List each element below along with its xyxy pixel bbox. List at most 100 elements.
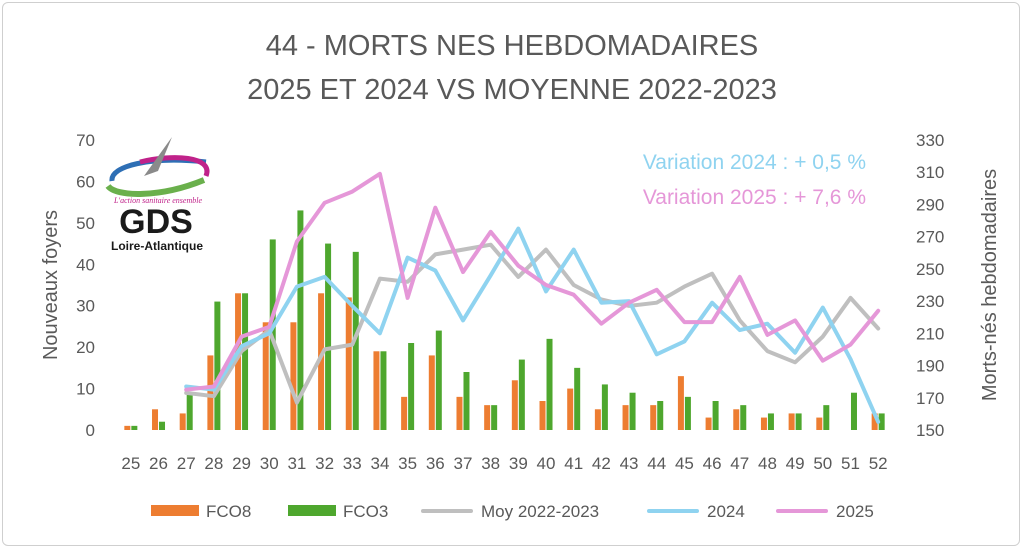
- legend-swatch-fco8: [151, 505, 199, 516]
- bar-fco3: [629, 392, 636, 430]
- bar-fco3: [657, 401, 664, 430]
- x-tick-label: 28: [204, 454, 223, 473]
- bar-fco8: [816, 417, 823, 430]
- legend-label-fco8: FCO8: [206, 502, 251, 521]
- bar-fco3: [491, 405, 498, 430]
- bar-fco3: [795, 413, 802, 430]
- right-axis-ticks: 150 170 190 210 230 250 270 290 310 330: [916, 131, 944, 440]
- chart-title-line1: 44 - MORTS NES HEBDOMADAIRES: [266, 30, 759, 62]
- bar-fco8: [152, 409, 159, 430]
- chart-title-line2: 2025 ET 2024 VS MOYENNE 2022-2023: [247, 74, 777, 106]
- bar-fco3: [740, 405, 747, 430]
- x-tick-label: 39: [509, 454, 528, 473]
- bar-fco8: [318, 293, 325, 430]
- variation-2025-annotation: Variation 2025 : + 7,6 %: [643, 186, 866, 209]
- bar-fco3: [408, 343, 415, 430]
- bar-fco8: [871, 413, 878, 430]
- right-tick-label: 330: [916, 131, 944, 150]
- x-tick-label: 26: [149, 454, 168, 473]
- bar-fco3: [574, 367, 581, 430]
- bar-fco3: [823, 405, 830, 430]
- bar-fco8: [567, 388, 574, 430]
- lines: [184, 171, 881, 424]
- right-axis-label: Morts-nés hebdomadaires: [979, 169, 1001, 401]
- bar-fco8: [262, 322, 269, 430]
- left-tick-label: 20: [76, 338, 95, 357]
- bar-fco3: [242, 293, 249, 430]
- bar-fco8: [594, 409, 601, 430]
- logo-swoosh-magenta: [139, 155, 210, 177]
- x-tick-label: 31: [287, 454, 306, 473]
- left-axis-ticks: 0 10 20 30 40 50 60 70: [76, 131, 95, 440]
- x-tick-label: 44: [647, 454, 666, 473]
- legend-label-2025: 2025: [836, 502, 874, 521]
- bar-fco3: [159, 421, 166, 430]
- bar-fco8: [401, 396, 408, 430]
- bar-fco3: [878, 413, 885, 430]
- x-tick-label: 51: [841, 454, 860, 473]
- x-tick-label: 25: [121, 454, 140, 473]
- x-tick-label: 50: [813, 454, 832, 473]
- left-tick-label: 70: [76, 131, 95, 150]
- bar-fco3: [214, 301, 221, 430]
- left-tick-label: 0: [86, 421, 95, 440]
- x-tick-label: 42: [592, 454, 611, 473]
- right-tick-label: 270: [916, 228, 944, 247]
- legend: FCO8 FCO3 Moy 2022-2023 2024 2025: [151, 502, 874, 521]
- x-tick-label: 47: [730, 454, 749, 473]
- bars: [124, 210, 885, 430]
- bar-fco8: [456, 396, 463, 430]
- bar-fco8: [677, 376, 684, 430]
- bar-fco8: [788, 413, 795, 430]
- x-tick-label: 30: [260, 454, 279, 473]
- logo-swoosh-green: [105, 177, 206, 197]
- right-tick-label: 230: [916, 292, 944, 311]
- x-axis-ticks: 25 26 27 28 29 30 31 32 33 34 35 36 37 38 39 40 41 42 43 44…: [121, 454, 887, 473]
- bar-fco8: [373, 351, 380, 430]
- bar-fco3: [712, 401, 719, 430]
- legend-label-fco3: FCO3: [343, 502, 388, 521]
- bar-fco3: [601, 384, 608, 430]
- x-tick-label: 40: [537, 454, 556, 473]
- bar-fco8: [705, 417, 712, 430]
- right-tick-label: 290: [916, 195, 944, 214]
- bar-fco8: [760, 417, 767, 430]
- legend-label-2024: 2024: [707, 502, 745, 521]
- bar-fco3: [131, 425, 138, 430]
- bar-fco8: [345, 297, 352, 430]
- x-tick-label: 33: [343, 454, 362, 473]
- right-tick-label: 310: [916, 163, 944, 182]
- x-tick-label: 41: [564, 454, 583, 473]
- bar-fco3: [186, 392, 193, 430]
- bar-fco8: [235, 293, 242, 430]
- x-tick-label: 36: [426, 454, 445, 473]
- logo-arrow-icon: [144, 137, 172, 176]
- x-tick-label: 27: [177, 454, 196, 473]
- left-tick-label: 50: [76, 214, 95, 233]
- bar-fco3: [463, 372, 470, 430]
- logo-tagline: L'action sanitaire ensemble: [113, 196, 203, 205]
- bar-fco8: [428, 355, 435, 430]
- x-tick-label: 43: [620, 454, 639, 473]
- right-tick-label: 150: [916, 421, 944, 440]
- x-tick-label: 34: [370, 454, 389, 473]
- right-tick-label: 190: [916, 357, 944, 376]
- bar-fco3: [325, 243, 332, 430]
- x-tick-label: 52: [869, 454, 888, 473]
- left-tick-label: 30: [76, 297, 95, 316]
- right-tick-label: 170: [916, 389, 944, 408]
- bar-fco8: [511, 380, 518, 430]
- right-tick-label: 250: [916, 260, 944, 279]
- bar-fco8: [733, 409, 740, 430]
- bar-fco3: [380, 351, 387, 430]
- x-tick-label: 29: [232, 454, 251, 473]
- left-tick-label: 40: [76, 255, 95, 274]
- x-tick-label: 38: [481, 454, 500, 473]
- right-tick-label: 210: [916, 324, 944, 343]
- bar-fco8: [290, 322, 297, 430]
- left-tick-label: 60: [76, 172, 95, 191]
- bar-fco8: [484, 405, 491, 430]
- bar-fco3: [850, 392, 857, 430]
